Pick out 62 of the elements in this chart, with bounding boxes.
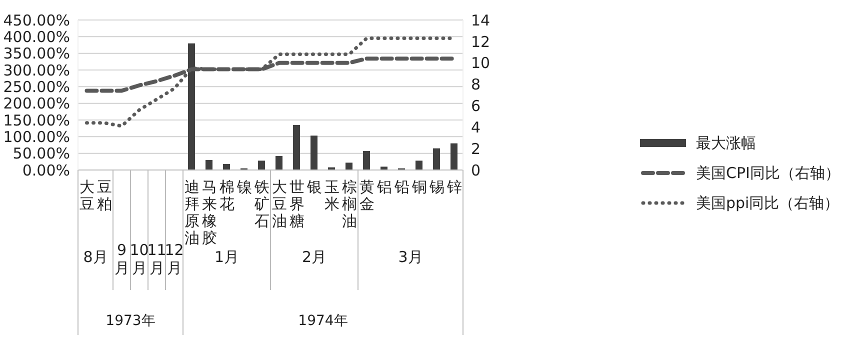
legend-label: 最大涨幅 [696,134,756,152]
bar [206,160,212,170]
text: 10月 [130,241,149,277]
text: 9月 [114,241,130,277]
bar [416,160,422,170]
y-tick-label: 50.00% [12,144,70,163]
text: 8月 [83,248,108,266]
bar [223,164,230,170]
x-tick-label: 铝 [376,178,392,196]
text: 1974年 [298,313,348,329]
y-tick-label: 450.00% [3,11,70,30]
bar [188,43,195,170]
y-tick-label: 400.00% [3,28,70,46]
x-tick-label: 银 [306,178,322,196]
y-tick-label: 300.00% [3,61,70,80]
x-tick-label: 镍 [236,178,252,196]
y2-tick-label: 0 [471,161,481,180]
text: 2月 [302,248,327,266]
y-tick-label: 150.00% [3,111,70,130]
x-tick-label: 马来橡胶 [202,178,217,247]
bar [310,136,318,170]
text: 12月 [164,241,184,277]
y-tick-label: 250.00% [3,78,70,96]
bar [293,125,300,170]
legend-label: 美国ppi同比（右轴） [696,194,840,212]
y-tick-label: 100.00% [3,128,70,146]
x-tick-label: 铜 [410,178,427,196]
bar [450,143,458,170]
x-tick-label: 豆粕 [96,178,112,213]
x-tick-label: 铁矿石 [253,178,270,230]
y2-tick-label: 2 [471,140,481,158]
y2-tick-label: 8 [471,76,481,94]
bar [258,160,265,170]
y2-tick-label: 10 [471,54,490,72]
bar [363,151,370,170]
text: 1月 [214,248,240,266]
x-tick-label: 大豆 [79,178,94,213]
x-tick-label: 玉米 [324,178,340,213]
x-tick-label: 黄金 [359,178,374,213]
y2-tick-label: 6 [471,97,481,116]
legend-label: 美国CPI同比（右轴） [696,164,840,182]
bar [380,166,388,170]
x-tick-label: 锌 [446,178,462,196]
x-tick-label: 棉花 [219,178,234,213]
x-tick-label: 世界糖 [289,178,304,230]
y2-tick-label: 12 [471,32,490,51]
text: 1973年 [106,313,156,329]
bar [433,148,440,170]
y2-tick-label: 4 [471,118,481,136]
x-tick-label: 铅 [393,178,410,196]
y2-tick-label: 14 [471,11,490,30]
y-tick-label: 350.00% [3,44,70,63]
x-tick-label: 迪拜原油 [184,178,200,247]
bar [276,156,282,170]
y-tick-label: 0.00% [22,161,70,180]
x-tick-label: 大豆油 [272,178,287,230]
text: 11月 [147,241,166,277]
text: 3月 [398,248,423,266]
y-tick-label: 200.00% [3,94,70,113]
bar [346,162,352,170]
x-tick-label: 棕榈油 [342,178,357,230]
x-tick-label: 锡 [428,178,444,196]
